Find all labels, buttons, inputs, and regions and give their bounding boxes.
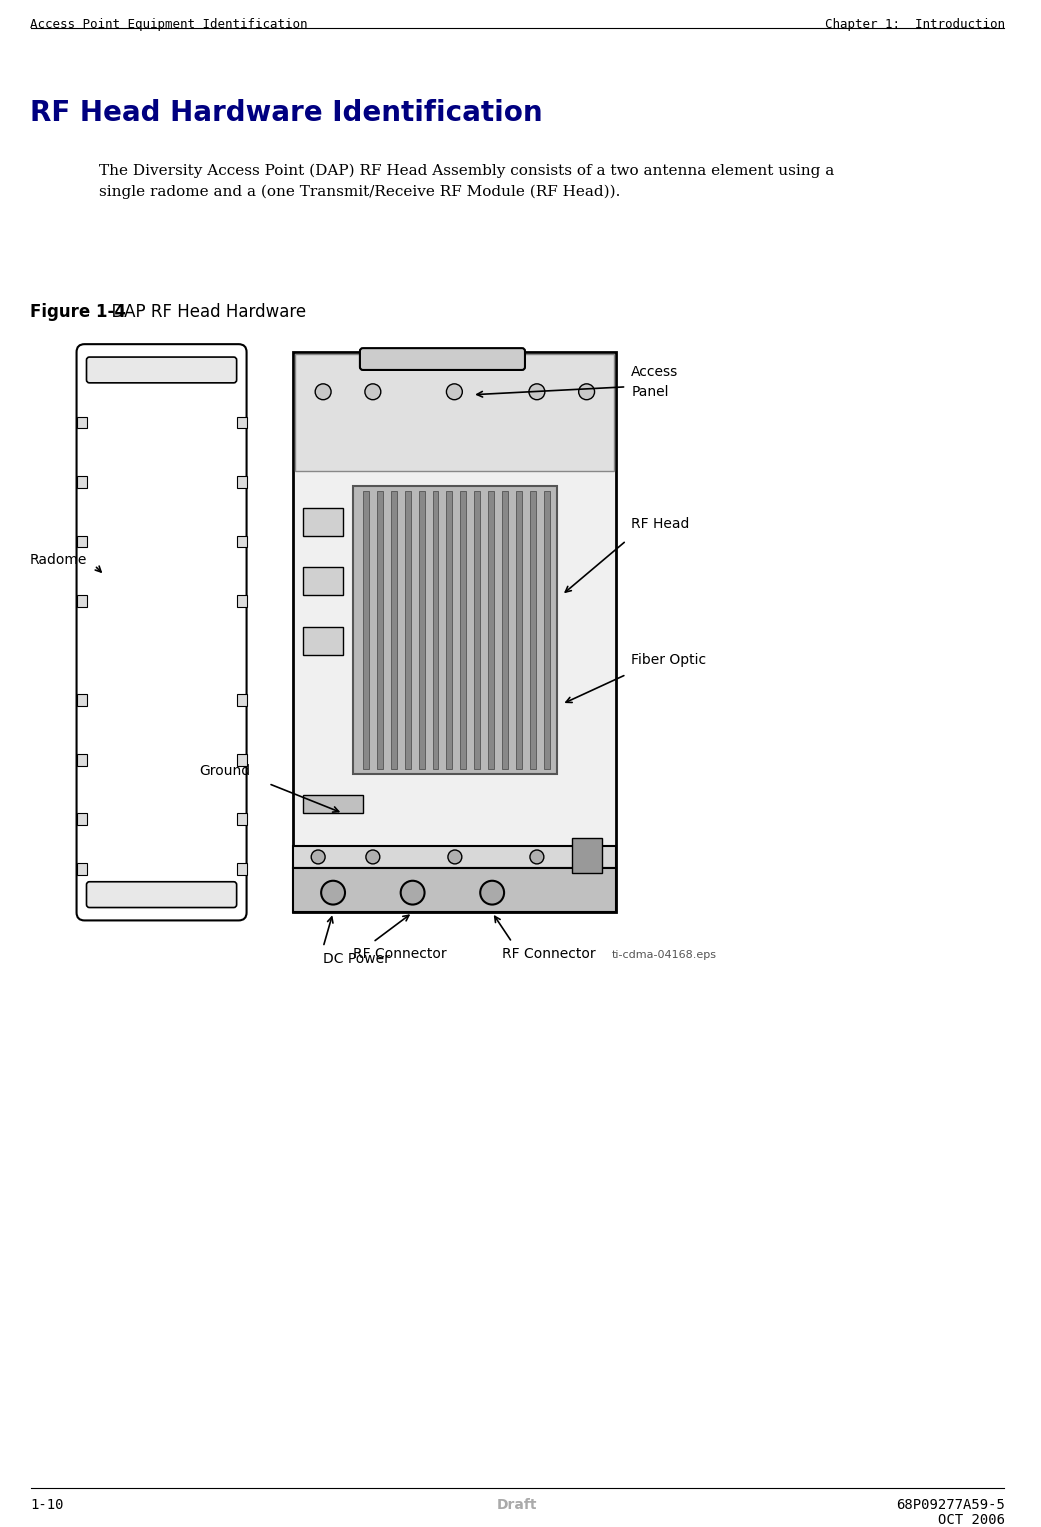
Bar [236,695,247,705]
Bar [77,596,86,608]
Bar [236,814,247,825]
Text: RF Head: RF Head [631,516,690,531]
Bar [432,492,438,768]
Bar [296,354,614,472]
Circle shape [315,383,331,400]
Bar [543,492,550,768]
Circle shape [530,851,543,864]
Bar [377,492,383,768]
Bar [572,838,602,873]
Bar [353,486,557,774]
Circle shape [585,851,599,864]
Text: The Diversity Access Point (DAP) RF Head Assembly consists of a two antenna elem: The Diversity Access Point (DAP) RF Head… [100,163,835,199]
Circle shape [401,881,425,904]
Text: Ground: Ground [199,764,250,777]
Bar [303,796,363,814]
Bar [236,536,247,548]
Text: RF Connector: RF Connector [353,947,447,960]
Text: 68P09277A59-5: 68P09277A59-5 [896,1498,1006,1512]
Bar [460,492,466,768]
Bar [236,417,247,429]
Bar [236,596,247,608]
Bar [294,867,616,913]
FancyBboxPatch shape [77,344,247,921]
FancyBboxPatch shape [86,357,236,383]
Circle shape [365,851,380,864]
Bar [236,754,247,765]
Circle shape [529,383,544,400]
Bar [77,754,86,765]
Text: RF Connector: RF Connector [502,947,595,960]
Text: Figure 1-4: Figure 1-4 [30,302,126,321]
Circle shape [365,383,381,400]
Bar [77,536,86,548]
Text: Panel: Panel [631,385,669,399]
Bar [236,863,247,875]
Bar [502,492,508,768]
Text: Draft: Draft [497,1498,537,1512]
Circle shape [579,383,594,400]
Bar [236,476,247,489]
Circle shape [321,881,345,904]
Text: RF Head Hardware Identification: RF Head Hardware Identification [30,99,542,127]
Bar [77,863,86,875]
Bar [447,492,453,768]
Bar [475,492,480,768]
Bar [418,492,425,768]
Text: Access: Access [631,365,679,379]
Circle shape [448,851,462,864]
Bar [363,492,369,768]
Bar [303,628,344,655]
Circle shape [447,383,462,400]
FancyBboxPatch shape [86,881,236,907]
Bar [303,568,344,596]
Text: OCT 2006: OCT 2006 [938,1513,1006,1527]
Text: DC Power: DC Power [323,953,390,967]
Bar [390,492,397,768]
Bar [405,492,410,768]
Text: Fiber Optic: Fiber Optic [631,652,707,666]
Text: DAP RF Head Hardware: DAP RF Head Hardware [101,302,306,321]
Text: 1-10: 1-10 [30,1498,64,1512]
Bar [530,492,536,768]
Text: Access Point Equipment Identification: Access Point Equipment Identification [30,18,307,31]
Bar [77,476,86,489]
Circle shape [480,881,504,904]
Bar [488,492,494,768]
Circle shape [311,851,325,864]
Text: ti-cdma-04168.eps: ti-cdma-04168.eps [611,950,716,960]
Bar [77,417,86,429]
Bar [516,492,522,768]
Text: Radome: Radome [30,553,87,568]
Bar [294,353,616,913]
Bar [294,846,616,867]
Bar [303,508,344,536]
FancyBboxPatch shape [360,348,525,370]
Bar [77,814,86,825]
Bar [77,695,86,705]
Text: Chapter 1:  Introduction: Chapter 1: Introduction [826,18,1006,31]
